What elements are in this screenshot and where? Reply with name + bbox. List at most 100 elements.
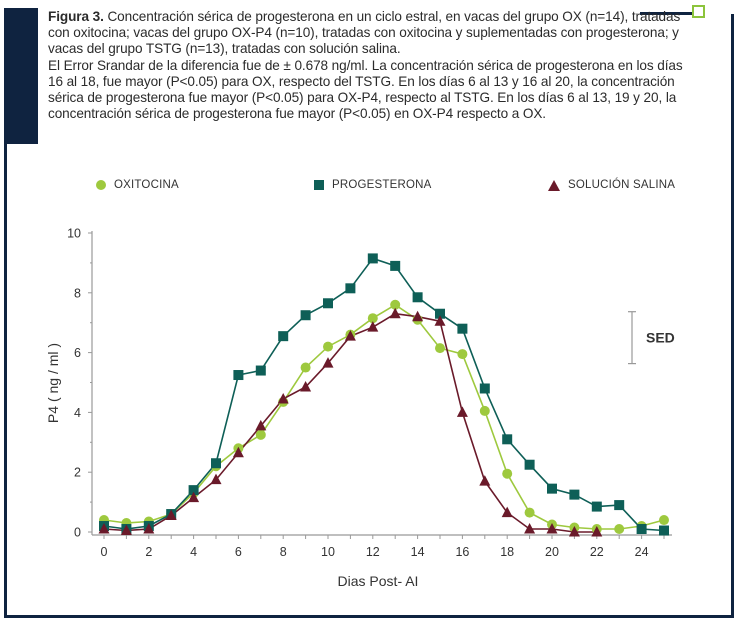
y-tick-label: 8 (74, 286, 81, 300)
data-point-solucion-salina (255, 419, 267, 431)
legend-label-solucion-salina: SOLUCIÓN SALINA (568, 179, 676, 191)
data-point-solucion-salina (524, 523, 536, 534)
data-point-solucion-salina (210, 473, 222, 485)
sed-indicator: SED (628, 311, 675, 365)
series-line-solucion-salina (103, 312, 597, 533)
y-tick-label: 10 (67, 227, 81, 241)
data-point-oxitocina (614, 524, 625, 535)
data-point-solucion-salina (143, 523, 155, 534)
x-tick-label: 24 (635, 545, 649, 559)
figure-caption: Figura 3. Concentración sérica de proges… (48, 9, 688, 122)
x-tick-label: 4 (190, 545, 197, 559)
y-axis-title: P4 ( ng / ml ) (45, 343, 61, 423)
data-point-progesterona (636, 524, 647, 535)
data-point-solucion-salina (367, 321, 379, 332)
circle-marker-icon (96, 180, 106, 190)
corner-square-icon (692, 5, 705, 18)
data-point-solucion-salina (456, 406, 468, 417)
data-point-solucion-salina (568, 526, 580, 537)
series-line-progesterona (103, 257, 665, 532)
x-tick-label: 16 (455, 545, 469, 559)
x-tick-label: 10 (321, 545, 335, 559)
data-point-progesterona (659, 525, 669, 536)
data-point-progesterona (390, 260, 401, 271)
data-point-oxitocina (323, 341, 333, 352)
data-point-oxitocina (435, 343, 445, 354)
x-tick-label: 0 (101, 545, 108, 559)
series-lines (103, 257, 665, 533)
frame-top-border (640, 12, 696, 15)
x-tick-label: 14 (411, 545, 425, 559)
caption-text-1: Concentración sérica de progesterona en … (48, 9, 681, 57)
legend-label-oxitocina: OXITOCINA (114, 179, 179, 191)
square-marker-icon (314, 180, 324, 190)
data-point-solucion-salina (389, 307, 401, 319)
data-point-solucion-salina (120, 524, 132, 536)
frame-right-border (731, 14, 734, 618)
x-tick-label: 8 (280, 545, 287, 559)
data-point-progesterona (300, 310, 311, 321)
legend-item-solucion-salina: SOLUCIÓN SALINA (548, 177, 675, 193)
data-point-oxitocina (390, 299, 401, 310)
data-point-solucion-salina (546, 523, 558, 534)
data-point-progesterona (278, 331, 289, 342)
data-point-progesterona (479, 383, 490, 394)
y-tick-label: 2 (74, 466, 81, 480)
data-point-solucion-salina (277, 392, 289, 404)
data-point-progesterona (323, 298, 333, 309)
x-tick-label: 20 (545, 545, 559, 559)
data-point-progesterona (457, 323, 468, 334)
frame-left-border (4, 144, 7, 618)
data-point-solucion-salina (434, 315, 446, 326)
series-markers (98, 253, 669, 537)
x-tick-label: 6 (235, 545, 242, 559)
data-point-solucion-salina (344, 330, 356, 341)
data-point-oxitocina (367, 313, 378, 324)
caption-paragraph-2: El Error Srandar de la diferencia fue de… (48, 57, 683, 122)
figure-label: Figura 3. (48, 9, 104, 24)
data-point-oxitocina (524, 507, 535, 518)
data-point-solucion-salina (300, 380, 312, 392)
data-point-progesterona (367, 253, 378, 264)
data-point-oxitocina (300, 362, 311, 373)
x-tick-label: 18 (500, 545, 514, 559)
legend-label-progesterona: PROGESTERONA (332, 179, 432, 191)
data-point-solucion-salina (479, 475, 491, 486)
data-point-progesterona (569, 489, 580, 500)
data-point-progesterona (524, 459, 535, 470)
data-point-progesterona (614, 500, 625, 511)
data-point-oxitocina (457, 349, 468, 360)
data-point-solucion-salina (501, 506, 513, 518)
data-point-progesterona (255, 365, 266, 376)
data-point-oxitocina (659, 515, 669, 526)
x-tick-label: 12 (366, 545, 380, 559)
x-tick-label: 22 (590, 545, 604, 559)
data-point-oxitocina (502, 468, 513, 479)
data-point-oxitocina (255, 429, 266, 440)
data-point-solucion-salina (188, 491, 200, 503)
legend-item-progesterona: PROGESTERONA (314, 177, 432, 193)
data-point-solucion-salina (322, 357, 334, 368)
data-point-progesterona (435, 308, 445, 319)
triangle-marker-icon (548, 179, 560, 191)
data-point-oxitocina (479, 405, 490, 416)
data-point-progesterona (502, 434, 513, 445)
data-point-solucion-salina (591, 526, 603, 537)
data-point-progesterona (345, 283, 356, 294)
data-point-progesterona (412, 292, 423, 303)
data-point-solucion-salina (98, 523, 110, 534)
y-tick-label: 6 (74, 346, 81, 360)
legend-item-oxitocina: OXITOCINA (96, 177, 179, 193)
data-point-progesterona (233, 370, 244, 381)
x-axis-title: Dias Post- AI (338, 573, 419, 589)
data-point-progesterona (591, 501, 602, 512)
sed-label: SED (646, 330, 675, 346)
data-point-progesterona (188, 485, 199, 496)
y-tick-label: 0 (74, 526, 81, 540)
frame-bottom-border (4, 615, 734, 618)
data-point-progesterona (211, 458, 221, 469)
data-point-solucion-salina (165, 509, 177, 521)
x-tick-label: 2 (145, 545, 152, 559)
